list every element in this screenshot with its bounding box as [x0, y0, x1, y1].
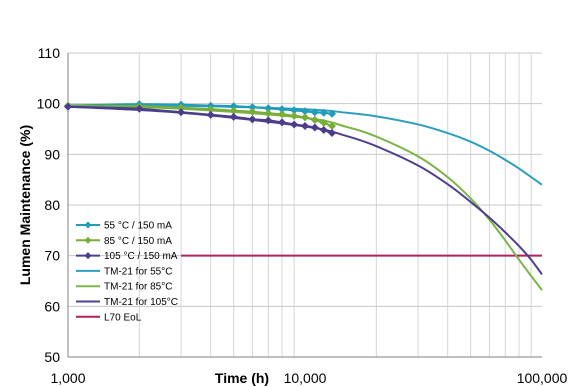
data-point-marker	[177, 108, 186, 117]
data-point-marker	[206, 110, 215, 119]
y-axis-title: Lumen Maintenance (%)	[17, 125, 33, 285]
data-point-marker	[319, 108, 328, 117]
y-tick-label: 90	[44, 146, 60, 162]
y-tick-label: 70	[44, 248, 60, 264]
series-4	[67, 104, 543, 291]
data-point-marker	[278, 110, 287, 119]
projection-line	[67, 104, 543, 291]
y-tick-label: 80	[44, 197, 60, 213]
data-point-marker	[278, 105, 287, 114]
x-axis-title: Time (h)	[215, 370, 269, 386]
data-point-marker	[290, 106, 299, 115]
legend-label: TM-21 for 85°C	[104, 282, 172, 293]
y-tick-label: 110	[38, 45, 61, 61]
series-layer	[64, 100, 543, 291]
data-point-marker	[310, 108, 319, 117]
legend-item: 85 °C / 150 mA	[76, 236, 172, 247]
data-point-marker	[135, 104, 144, 113]
data-point-marker	[319, 118, 328, 127]
legend-label: L70 EoL	[104, 312, 142, 323]
data-point-marker	[328, 121, 337, 130]
legend-swatch-marker	[84, 236, 92, 244]
grid	[68, 52, 542, 358]
legend-label: 105 °C / 150 mA	[104, 251, 178, 262]
legend: 55 °C / 150 mA 85 °C / 150 mA 105 °C / 150…	[76, 221, 178, 323]
data-point-marker	[328, 129, 337, 138]
data-point-marker	[229, 106, 238, 115]
x-tick-label: 1,000	[50, 370, 85, 386]
data-point-marker	[264, 104, 273, 113]
tick-labels: 50 60 70 80 90 100 110 1,000 10,000 100,000	[37, 45, 568, 386]
legend-label: TM-21 for 105°C	[104, 297, 178, 308]
data-point-marker	[310, 115, 319, 124]
data-point-marker	[177, 103, 186, 112]
data-point-marker	[290, 120, 299, 129]
legend-label: 55 °C / 150 mA	[104, 221, 172, 232]
series-2	[64, 102, 337, 138]
data-point-marker	[290, 111, 299, 120]
legend-item: 55 °C / 150 mA	[76, 221, 172, 232]
data-point-marker	[328, 109, 337, 118]
legend-item: TM-21 for 105°C	[76, 297, 178, 308]
data-point-marker	[301, 107, 309, 116]
data-point-marker	[301, 113, 309, 122]
x-tick-label: 10,000	[284, 370, 327, 386]
data-point-marker	[248, 115, 257, 124]
data-point-marker	[301, 121, 309, 130]
legend-item: TM-21 for 85°C	[76, 282, 172, 293]
data-point-marker	[248, 103, 257, 112]
data-point-marker	[64, 102, 72, 111]
y-tick-label: 100	[37, 96, 61, 112]
legend-item: TM-21 for 55°C	[76, 266, 172, 277]
data-point-marker	[229, 102, 238, 111]
legend-swatch-marker	[84, 252, 92, 260]
data-point-marker	[229, 112, 238, 121]
legend-swatch-marker	[84, 221, 92, 229]
data-point-marker	[319, 126, 328, 135]
legend-item: L70 EoL	[76, 312, 142, 323]
x-tick-label: 100,000	[517, 370, 568, 386]
y-tick-label: 60	[44, 298, 60, 314]
data-point-marker	[264, 109, 273, 118]
legend-item: 105 °C / 150 mA	[76, 251, 178, 262]
legend-label: TM-21 for 55°C	[104, 266, 172, 277]
y-tick-label: 50	[44, 349, 60, 365]
data-point-marker	[278, 118, 287, 127]
data-point-marker	[206, 105, 215, 114]
legend-label: 85 °C / 150 mA	[104, 236, 172, 247]
data-point-marker	[310, 123, 319, 132]
data-point-marker	[264, 116, 273, 125]
series-1	[64, 101, 337, 130]
data-point-marker	[248, 107, 257, 116]
